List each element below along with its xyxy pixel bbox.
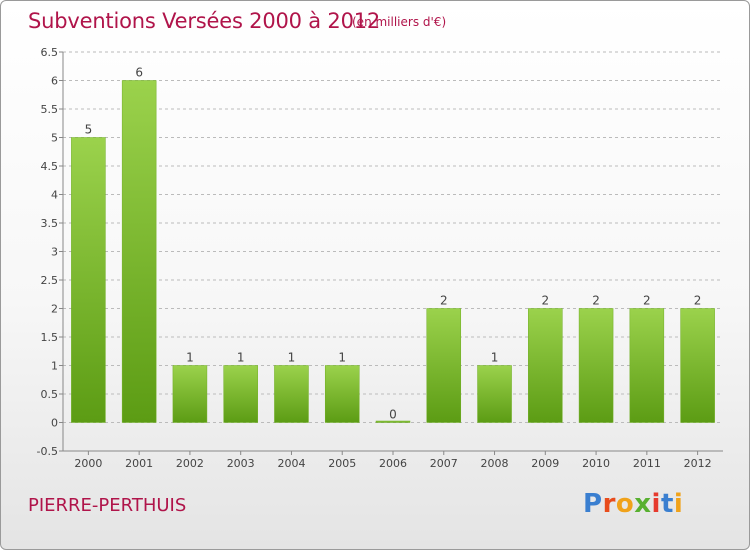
- y-tick-label: 2.5: [41, 274, 59, 287]
- logo-letter: t: [660, 489, 674, 519]
- bar-value-label: 2: [440, 294, 448, 308]
- x-tick-label: 2004: [277, 457, 305, 470]
- bar-value-label: 2: [643, 294, 651, 308]
- logo-letter: r: [602, 489, 616, 519]
- x-tick-label: 2010: [582, 457, 610, 470]
- y-tick-label: 6: [51, 75, 58, 88]
- bar: [375, 420, 411, 423]
- axes: [59, 51, 723, 455]
- bar-value-label: 0: [389, 408, 397, 422]
- x-tick-label: 2011: [633, 457, 661, 470]
- x-tick-label: 2008: [481, 457, 509, 470]
- x-tick-label: 2001: [125, 457, 153, 470]
- x-tick-label: 2006: [379, 457, 407, 470]
- bar-value-label: 1: [237, 351, 245, 365]
- x-tick-labels: 2000 2001 2002 2003 2004 2005 2006 2007 2008 2009…: [74, 457, 711, 470]
- bar: [680, 308, 715, 423]
- bar: [71, 137, 106, 423]
- y-tick-labels: -0.5 0 0.5 1 1.5 2 2.5 3 3.5 4 4.5 5 5.5 6 6.5: [37, 46, 58, 458]
- y-tick-label: 4.5: [41, 160, 59, 173]
- x-tick-label: 2009: [531, 457, 559, 470]
- logo-letter: o: [615, 489, 635, 519]
- bar-value-label: 5: [85, 123, 93, 137]
- y-tick-label: 1: [51, 360, 58, 373]
- commune-name: PIERRE-PERTHUIS: [28, 495, 187, 516]
- x-tick-label: 2007: [430, 457, 458, 470]
- proxiti-logo: Proxiti: [583, 489, 683, 519]
- bar-value-label: 1: [338, 351, 346, 365]
- bar-value-label: 1: [491, 351, 499, 365]
- y-tick-label: 5: [51, 132, 58, 145]
- bar: [477, 365, 512, 423]
- bars: [71, 80, 715, 423]
- bar: [274, 365, 309, 423]
- logo-letter: i: [673, 489, 684, 519]
- y-tick-label: 6.5: [41, 46, 59, 59]
- x-tick-label: 2003: [227, 457, 255, 470]
- logo-letter: x: [634, 489, 652, 519]
- x-tick-label: 2000: [74, 457, 102, 470]
- chart-title: Subventions Versées 2000 à 2012: [28, 9, 381, 33]
- y-tick-label: 4: [51, 189, 58, 202]
- y-tick-label: 5.5: [41, 103, 59, 116]
- y-tick-label: 2: [51, 303, 58, 316]
- y-tick-label: 1.5: [41, 331, 59, 344]
- grid-lines: [63, 51, 723, 452]
- bar: [121, 80, 157, 423]
- logo-letter: i: [651, 489, 661, 519]
- bar-value-label: 2: [694, 294, 702, 308]
- y-tick-label: 3: [51, 246, 58, 259]
- chart-subtitle: (en milliers d'€): [352, 15, 447, 29]
- bar: [223, 365, 258, 423]
- bar: [324, 365, 360, 423]
- y-tick-label: 0: [51, 417, 58, 430]
- bar: [172, 365, 208, 423]
- bar: [426, 308, 462, 423]
- bar-value-label: 2: [541, 294, 549, 308]
- y-tick-label: 3.5: [41, 217, 59, 230]
- x-tick-label: 2012: [684, 457, 712, 470]
- bar: [629, 308, 665, 423]
- data-labels: 5 6 1 1 1 1 0 2 1 2 2 2 2: [85, 66, 702, 422]
- bar-value-label: 2: [592, 294, 600, 308]
- x-tick-label: 2005: [328, 457, 356, 470]
- y-tick-label: -0.5: [37, 445, 58, 458]
- bar: [578, 308, 614, 423]
- bar: [528, 308, 563, 423]
- y-tick-label: 0.5: [41, 388, 59, 401]
- x-tick-label: 2002: [176, 457, 204, 470]
- bar-value-label: 6: [135, 66, 143, 80]
- logo-letter: P: [583, 489, 603, 519]
- bar-value-label: 1: [186, 351, 194, 365]
- bar-value-label: 1: [288, 351, 296, 365]
